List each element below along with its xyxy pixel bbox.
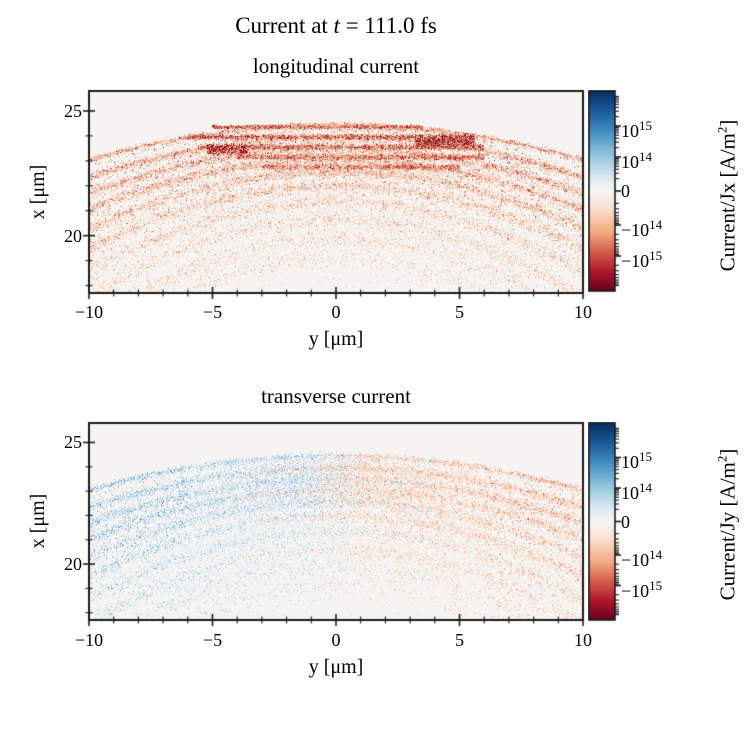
x-tick-label: 0 <box>331 630 341 650</box>
panel1-x-axis-label: y [μm] <box>308 328 364 350</box>
colorbar-tick-label: 0 <box>621 181 630 201</box>
x-tick-label: 5 <box>455 302 464 322</box>
panel1-plot-area <box>77 79 595 305</box>
figure-title-pre: Current at <box>235 13 334 38</box>
y-tick-label: 25 <box>64 100 82 121</box>
colorbar-tick-label: 1014 <box>621 149 652 172</box>
panel2-title: transverse current <box>261 384 411 408</box>
colorbar-tick-label: −1015 <box>621 577 663 601</box>
x-tick-label: 10 <box>574 302 592 322</box>
panel2-colorbar-label-sup: 2 <box>714 455 730 463</box>
panel2-plot-area <box>77 411 595 632</box>
x-tick-label: −10 <box>74 302 104 322</box>
x-tick-label: −5 <box>202 302 223 322</box>
y-tick-label: 20 <box>64 225 82 246</box>
x-tick-label: 10 <box>574 630 592 650</box>
panel2-colorbar-label-text: Current/Jy [A/m <box>715 462 740 601</box>
x-tick-label: 5 <box>455 630 464 650</box>
panel2-colorbar-label: Current/Jy [A/m2] <box>709 410 742 640</box>
panel1-colorbar <box>588 90 628 293</box>
panel1-colorbar-label-text: Current/Jx [A/m <box>715 133 740 272</box>
colorbar-tick-label: 1015 <box>621 118 652 141</box>
colorbar-tick-label: −1014 <box>621 217 663 240</box>
panel1-colorbar-label: Current/Jx [A/m2] <box>709 81 742 311</box>
colorbar-tick-label: 1014 <box>621 480 652 503</box>
colorbar-tick-label: −1015 <box>621 248 663 271</box>
panel2-x-axis-label: y [μm] <box>308 656 364 678</box>
panel1-title: longitudinal current <box>252 54 420 78</box>
figure-title-variable: t <box>333 13 340 38</box>
x-tick-label: −10 <box>74 630 104 650</box>
x-tick-label: −5 <box>202 630 223 650</box>
colorbar-tick-label: 0 <box>621 511 630 532</box>
figure-title: Current at t = 111.0 fs <box>89 12 583 40</box>
colorbar-tick-label: 1015 <box>621 449 652 473</box>
panel2-colorbar-label-close: ] <box>715 448 740 456</box>
panel1-colorbar-label-close: ] <box>715 119 740 127</box>
colorbar-tick-label: −1014 <box>621 546 663 570</box>
x-tick-label: 0 <box>331 302 341 322</box>
y-tick-label: 20 <box>64 554 82 575</box>
panel2-colorbar <box>588 422 628 622</box>
panel1-colorbar-label-sup: 2 <box>714 126 730 134</box>
y-tick-label: 25 <box>64 432 82 453</box>
figure-title-post: = 111.0 fs <box>339 13 437 38</box>
